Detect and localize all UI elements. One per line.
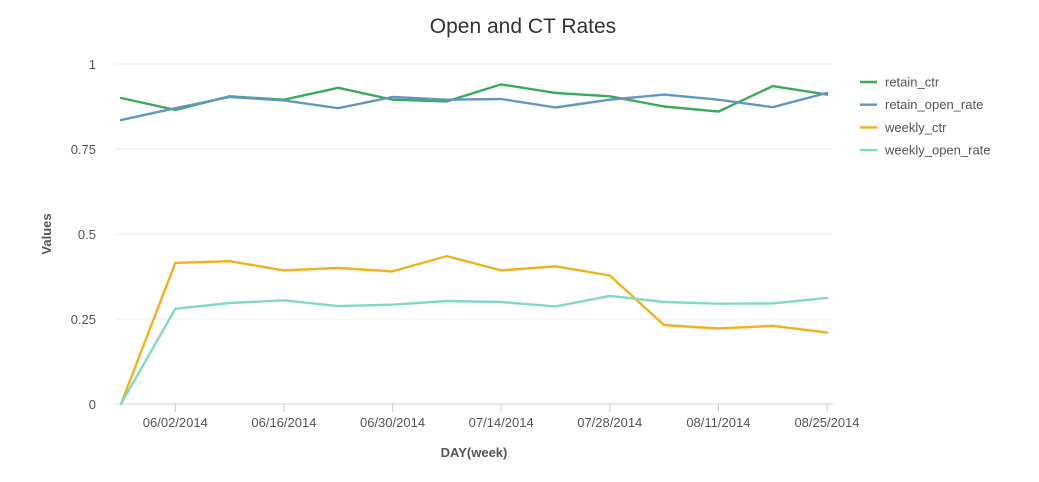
legend-item-retain-open-rate[interactable]: retain_open_rate xyxy=(860,97,983,112)
x-axis-label: DAY(week) xyxy=(441,445,508,460)
x-tick-label: 06/02/2014 xyxy=(143,415,208,430)
legend: retain_ctr retain_open_rate weekly_ctrweek… xyxy=(860,75,991,158)
series-line-weekly-ctr xyxy=(119,254,829,406)
chart-title: Open and CT Rates xyxy=(430,15,616,38)
x-tick-label: 07/14/2014 xyxy=(469,415,534,430)
x-tick-label: 07/28/2014 xyxy=(577,415,642,430)
legend-item-weekly-ctr[interactable]: weekly_ctr xyxy=(860,120,947,135)
legend-label: weekly_open_rate xyxy=(884,143,991,158)
y-tick-label: 0.25 xyxy=(71,312,96,327)
y-axis-label: Values xyxy=(39,213,54,254)
x-tick-label: 08/25/2014 xyxy=(794,415,859,430)
x-tick-label: 06/30/2014 xyxy=(360,415,425,430)
y-axis-ticks: 0 0.25 0.5 0.75 1 xyxy=(71,57,96,412)
legend-item-weekly-open-rate[interactable]: weekly_open_rate xyxy=(860,143,991,158)
y-tick-label: 0.5 xyxy=(78,227,96,242)
legend-label: retain_ctr xyxy=(885,75,940,90)
x-axis-ticks: 06/02/2014 06/16/2014 06/30/2014 07/14/2014… xyxy=(143,404,860,430)
y-tick-label: 0 xyxy=(89,397,96,412)
series-line-retain-open-rate xyxy=(119,91,829,122)
legend-item-retain-ctr[interactable]: retain_ctr xyxy=(860,75,940,90)
legend-label: weekly_ctr xyxy=(884,120,947,135)
series-lines xyxy=(119,83,829,406)
x-tick-label: 08/11/2014 xyxy=(686,415,750,430)
series-line-weekly-open-rate xyxy=(119,294,829,406)
legend-label: retain_open_rate xyxy=(885,97,983,112)
y-tick-label: 0.75 xyxy=(71,142,96,157)
gridlines xyxy=(115,63,833,405)
y-tick-label: 1 xyxy=(89,57,96,72)
x-tick-label: 06/16/2014 xyxy=(251,415,316,430)
